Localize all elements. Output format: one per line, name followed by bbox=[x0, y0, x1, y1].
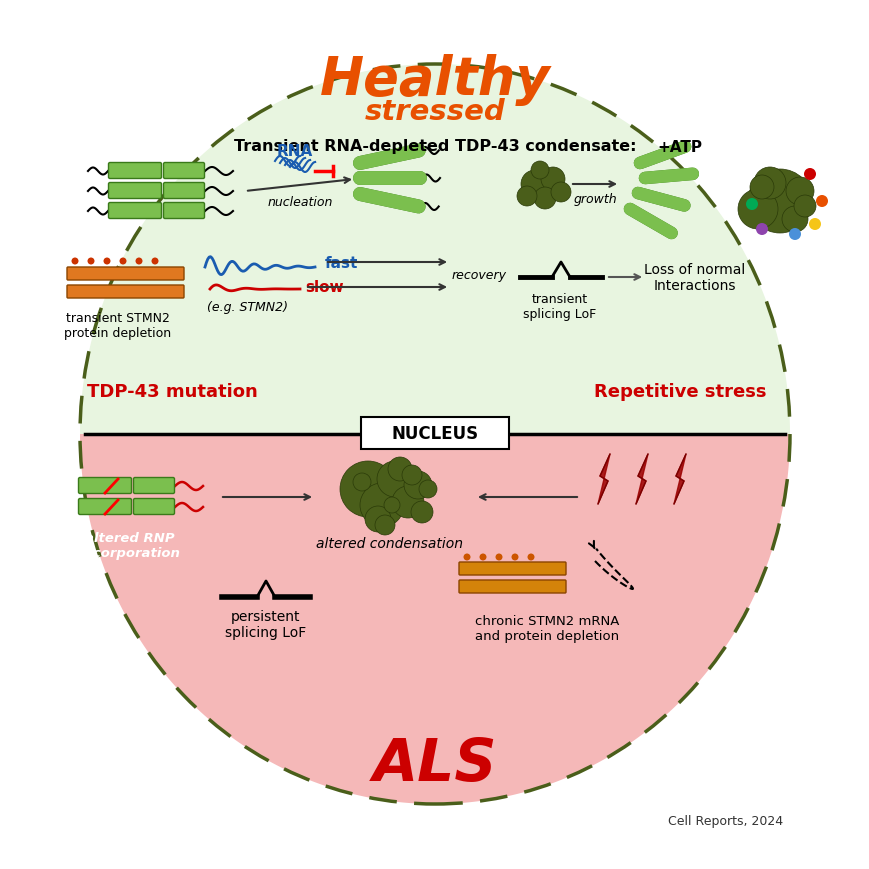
FancyBboxPatch shape bbox=[109, 183, 162, 199]
Polygon shape bbox=[635, 454, 647, 504]
Circle shape bbox=[419, 481, 436, 499]
Circle shape bbox=[136, 258, 143, 265]
FancyBboxPatch shape bbox=[163, 163, 204, 179]
Circle shape bbox=[103, 258, 110, 265]
Circle shape bbox=[463, 554, 470, 561]
Polygon shape bbox=[673, 454, 686, 504]
Circle shape bbox=[745, 199, 757, 211]
Circle shape bbox=[340, 461, 395, 517]
Text: RNA: RNA bbox=[276, 144, 313, 159]
Text: growth: growth bbox=[573, 192, 616, 205]
Text: altered RNP
incorporation: altered RNP incorporation bbox=[79, 531, 180, 560]
Polygon shape bbox=[597, 454, 609, 504]
Circle shape bbox=[88, 258, 95, 265]
Circle shape bbox=[516, 187, 536, 207]
Circle shape bbox=[527, 554, 534, 561]
Circle shape bbox=[71, 258, 78, 265]
FancyBboxPatch shape bbox=[361, 417, 508, 449]
Text: slow: slow bbox=[305, 280, 343, 295]
FancyBboxPatch shape bbox=[67, 268, 183, 281]
Circle shape bbox=[375, 515, 395, 535]
Text: NUCLEUS: NUCLEUS bbox=[391, 425, 478, 442]
Text: +ATP: +ATP bbox=[657, 140, 701, 156]
Text: stressed: stressed bbox=[364, 98, 505, 126]
Circle shape bbox=[383, 497, 400, 514]
Polygon shape bbox=[80, 434, 789, 804]
Circle shape bbox=[151, 258, 158, 265]
Text: (e.g. STMN2): (e.g. STMN2) bbox=[208, 300, 289, 313]
Circle shape bbox=[511, 554, 518, 561]
Circle shape bbox=[534, 188, 555, 209]
Circle shape bbox=[803, 169, 815, 181]
Text: Healthy: Healthy bbox=[319, 54, 550, 106]
Circle shape bbox=[521, 171, 548, 199]
Circle shape bbox=[119, 258, 126, 265]
FancyBboxPatch shape bbox=[109, 203, 162, 219]
Circle shape bbox=[747, 169, 811, 234]
Circle shape bbox=[388, 457, 412, 481]
Circle shape bbox=[495, 554, 502, 561]
FancyBboxPatch shape bbox=[67, 286, 183, 299]
Circle shape bbox=[749, 176, 773, 200]
Circle shape bbox=[755, 223, 767, 235]
FancyBboxPatch shape bbox=[133, 499, 175, 515]
Circle shape bbox=[550, 182, 570, 202]
Circle shape bbox=[403, 472, 432, 500]
Circle shape bbox=[360, 483, 403, 527]
Text: fast: fast bbox=[325, 255, 358, 270]
FancyBboxPatch shape bbox=[78, 478, 131, 494]
Circle shape bbox=[753, 168, 785, 200]
Circle shape bbox=[781, 207, 807, 233]
Text: transient
splicing LoF: transient splicing LoF bbox=[523, 293, 596, 321]
Text: persistent
splicing LoF: persistent splicing LoF bbox=[225, 609, 306, 640]
Circle shape bbox=[788, 229, 800, 241]
Circle shape bbox=[785, 178, 813, 206]
FancyBboxPatch shape bbox=[459, 562, 566, 575]
Polygon shape bbox=[80, 65, 789, 434]
Text: transient STMN2
protein depletion: transient STMN2 protein depletion bbox=[64, 312, 171, 340]
Circle shape bbox=[737, 189, 777, 229]
FancyBboxPatch shape bbox=[133, 478, 175, 494]
Text: TDP-43 mutation: TDP-43 mutation bbox=[87, 382, 257, 401]
FancyBboxPatch shape bbox=[78, 499, 131, 515]
Circle shape bbox=[808, 219, 820, 231]
Circle shape bbox=[793, 196, 815, 218]
FancyBboxPatch shape bbox=[163, 203, 204, 219]
Text: Cell Reports, 2024: Cell Reports, 2024 bbox=[667, 814, 783, 827]
Text: recovery: recovery bbox=[452, 269, 507, 282]
Text: Repetitive stress: Repetitive stress bbox=[593, 382, 766, 401]
Circle shape bbox=[541, 168, 564, 192]
FancyBboxPatch shape bbox=[459, 580, 566, 594]
Text: chronic STMN2 mRNA
and protein depletion: chronic STMN2 mRNA and protein depletion bbox=[474, 614, 619, 642]
FancyBboxPatch shape bbox=[163, 183, 204, 199]
FancyBboxPatch shape bbox=[109, 163, 162, 179]
Circle shape bbox=[353, 474, 370, 492]
Circle shape bbox=[530, 162, 548, 180]
Text: ALS: ALS bbox=[373, 736, 496, 793]
Circle shape bbox=[479, 554, 486, 561]
Circle shape bbox=[815, 196, 827, 208]
Circle shape bbox=[376, 461, 413, 497]
Text: Transient RNA-depleted TDP-43 condensate:: Transient RNA-depleted TDP-43 condensate… bbox=[234, 139, 635, 155]
Circle shape bbox=[392, 487, 423, 519]
Text: Loss of normal
Interactions: Loss of normal Interactions bbox=[644, 262, 745, 293]
Text: altered condensation: altered condensation bbox=[316, 536, 463, 550]
Circle shape bbox=[410, 501, 433, 523]
Text: nucleation: nucleation bbox=[267, 196, 332, 209]
Circle shape bbox=[401, 466, 421, 486]
Circle shape bbox=[365, 507, 390, 533]
